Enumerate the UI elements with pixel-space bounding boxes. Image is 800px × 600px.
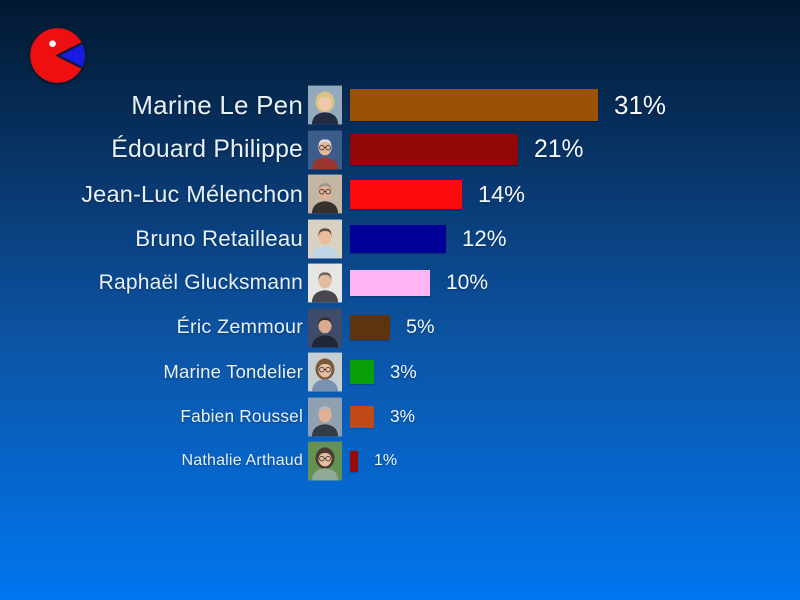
candidate-row: Jean-Luc Mélenchon 14%: [0, 174, 800, 214]
result-bar: [350, 360, 374, 384]
candidate-row: Fabien Roussel 3%: [0, 397, 800, 437]
result-percentage: 12%: [462, 225, 507, 251]
result-percentage: 1%: [374, 452, 398, 469]
candidate-row: Marine Tondelier 3%: [0, 352, 800, 392]
candidate-row: Bruno Retailleau 12%: [0, 219, 800, 259]
candidate-name: Édouard Philippe: [111, 135, 303, 163]
result-percentage: 3%: [390, 361, 417, 382]
candidate-photo: [308, 441, 342, 481]
candidate-row: Éric Zemmour 5%: [0, 308, 800, 348]
candidate-name: Nathalie Arthaud: [181, 452, 303, 469]
result-bar: [350, 134, 518, 165]
candidate-name: Marine Tondelier: [163, 361, 303, 382]
candidate-photo: [308, 219, 342, 259]
candidate-row: Marine Le Pen 31%: [0, 85, 800, 125]
candidate-row: Nathalie Arthaud 1%: [0, 441, 800, 481]
candidate-name: Jean-Luc Mélenchon: [81, 180, 303, 207]
candidate-photo: [308, 308, 342, 348]
result-bar: [350, 179, 462, 209]
result-bar: [350, 315, 390, 340]
pie-pacman-logo-icon: [26, 24, 89, 87]
result-bar: [350, 270, 430, 296]
candidate-name: Bruno Retailleau: [135, 225, 303, 251]
candidate-name: Éric Zemmour: [176, 316, 303, 338]
result-percentage: 5%: [406, 316, 435, 338]
candidate-row: Raphaël Glucksmann 10%: [0, 263, 800, 303]
candidate-photo: [308, 397, 342, 437]
result-bar: [350, 89, 598, 121]
candidate-name: Marine Le Pen: [131, 89, 303, 120]
result-percentage: 31%: [614, 89, 667, 120]
result-bar: [350, 224, 446, 253]
candidate-photo: [308, 130, 342, 170]
candidate-photo: [308, 85, 342, 125]
result-bar: [350, 450, 358, 472]
candidate-name: Raphaël Glucksmann: [98, 271, 303, 294]
result-bar: [350, 405, 374, 428]
candidate-photo: [308, 174, 342, 214]
candidate-row: Édouard Philippe 21%: [0, 130, 800, 170]
result-percentage: 10%: [446, 271, 489, 294]
result-percentage: 21%: [534, 135, 584, 163]
result-percentage: 14%: [478, 180, 526, 207]
result-percentage: 3%: [390, 406, 415, 426]
candidate-name: Fabien Roussel: [180, 406, 303, 426]
candidate-photo: [308, 352, 342, 392]
candidate-photo: [308, 263, 342, 303]
